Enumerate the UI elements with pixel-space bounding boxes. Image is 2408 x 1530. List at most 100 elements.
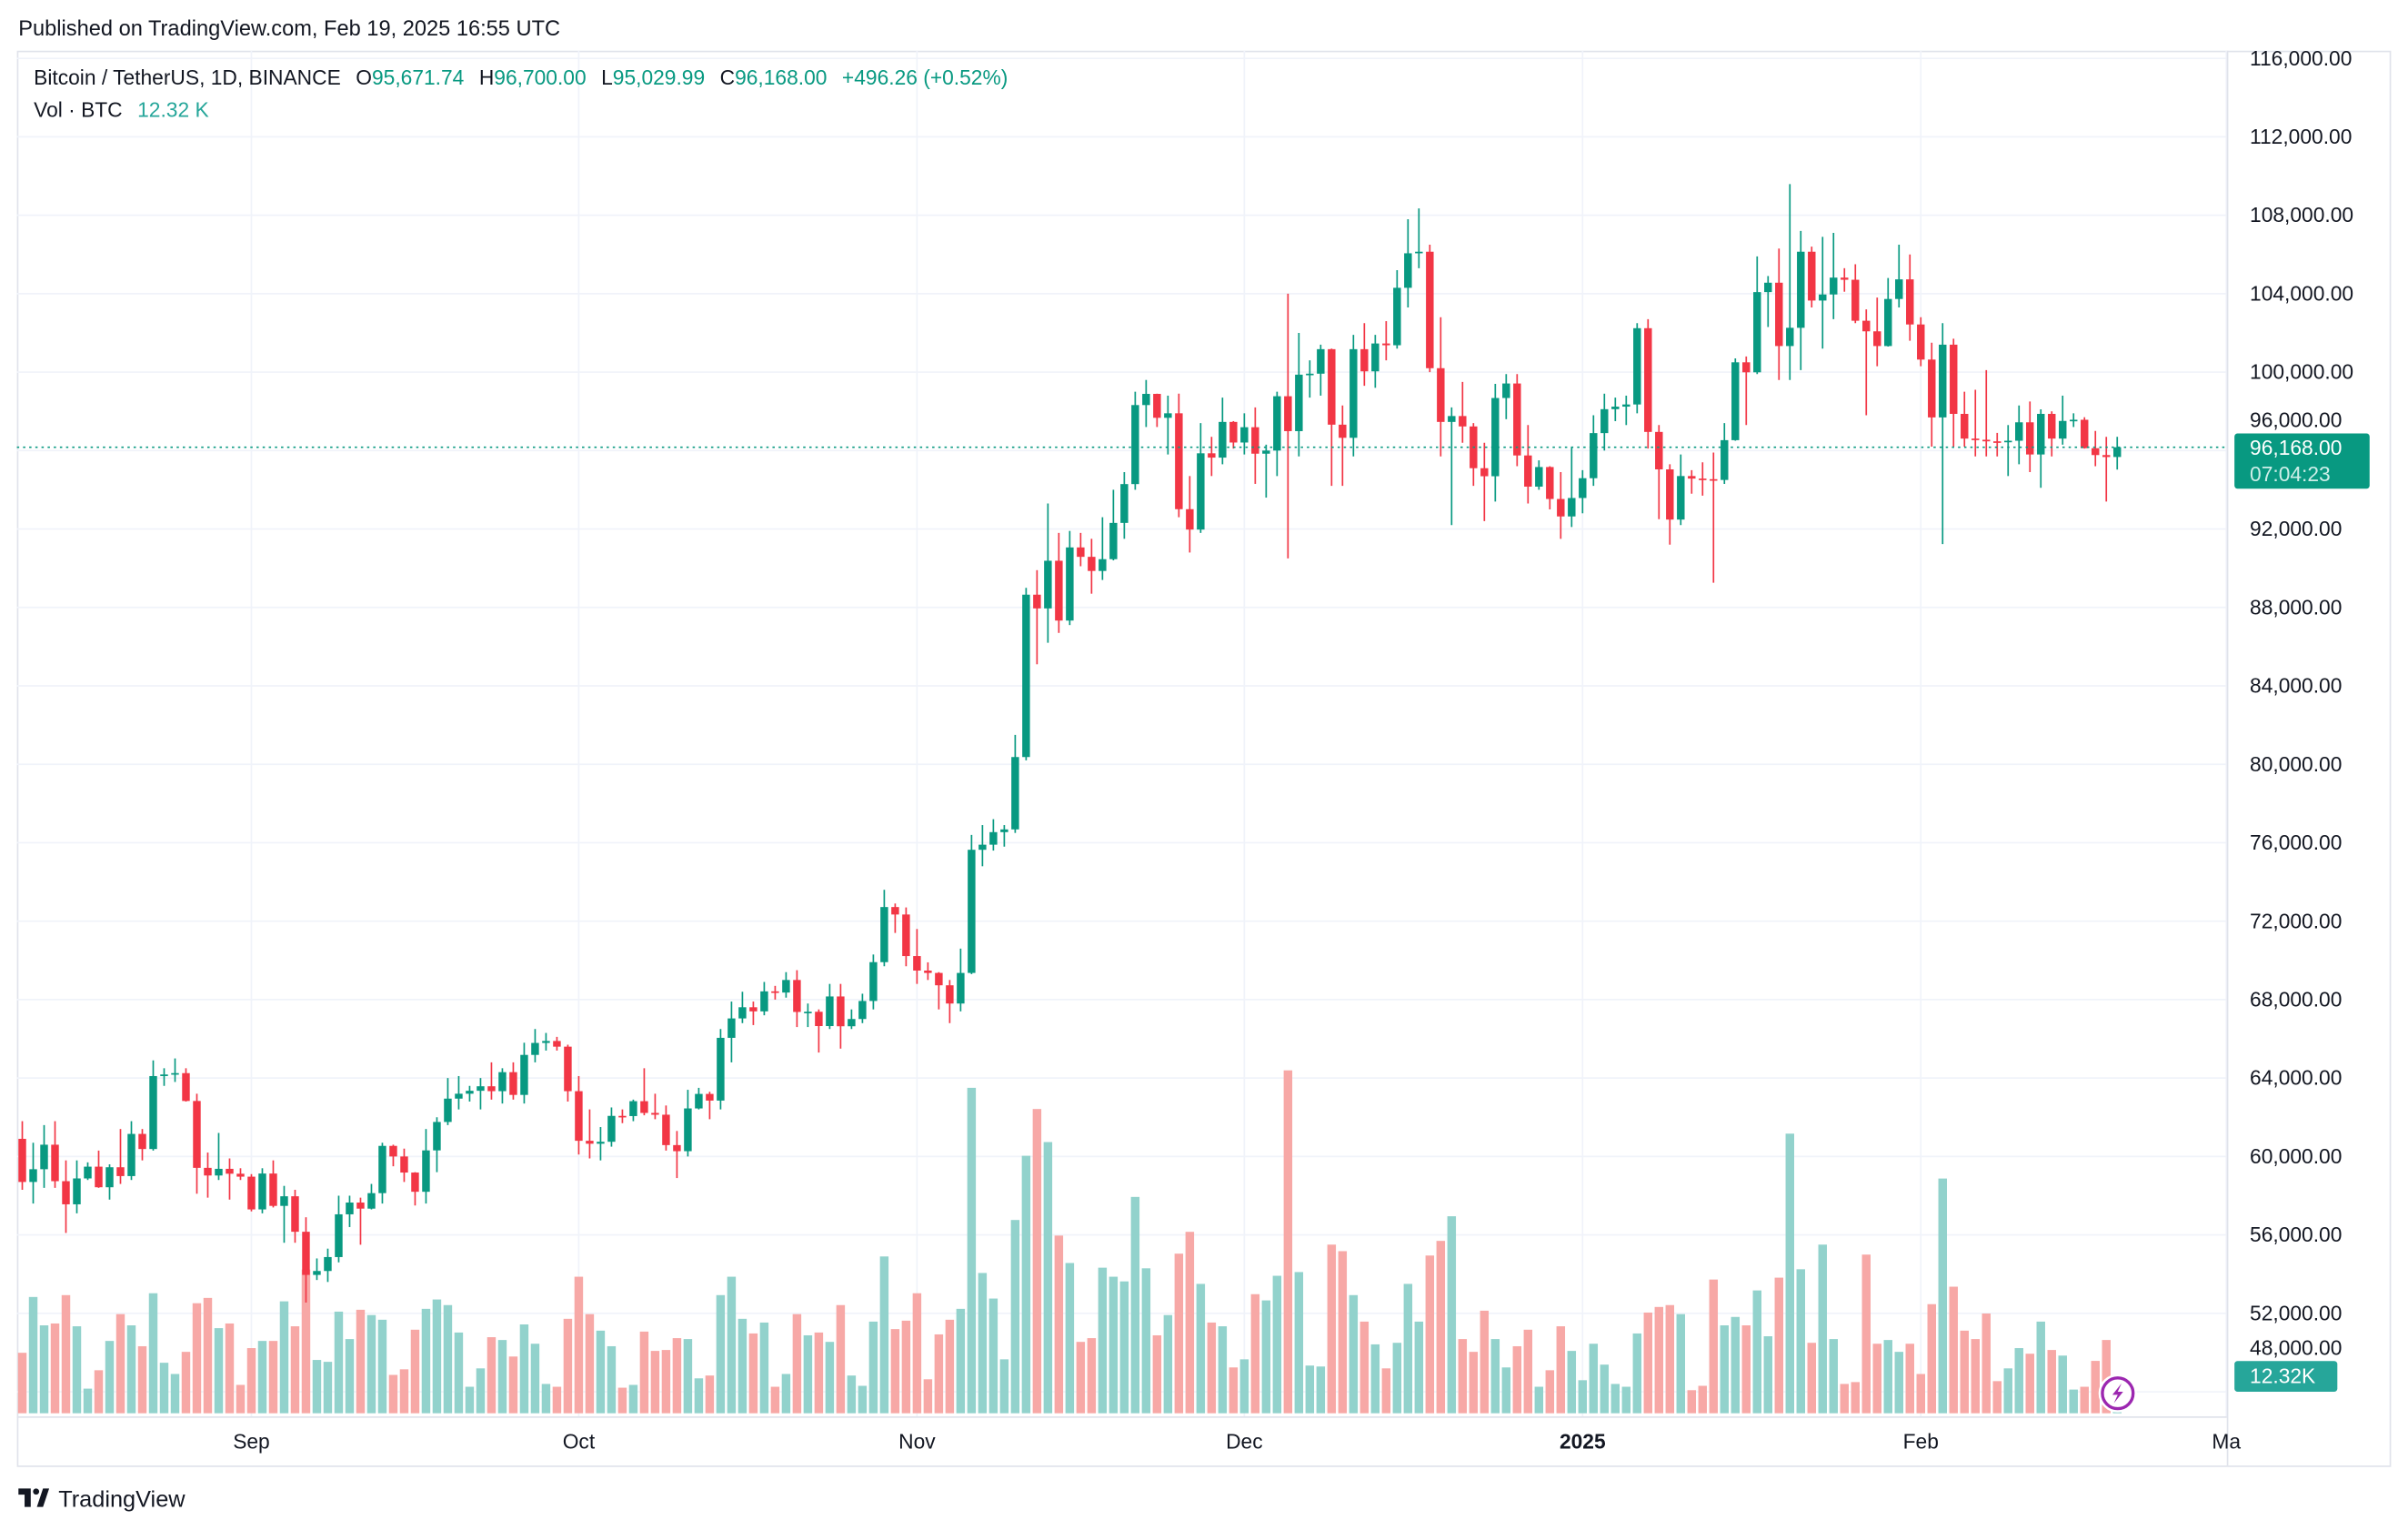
candle[interactable]	[738, 991, 747, 1023]
candle[interactable]	[2113, 437, 2122, 470]
candle[interactable]	[2037, 409, 2045, 488]
candle[interactable]	[1590, 415, 1598, 487]
candle[interactable]	[1862, 309, 1871, 416]
price-axis[interactable]: 116,000.00 112,000.00 108,000.00 104,000.00…	[2250, 46, 2353, 1360]
candle[interactable]	[226, 1158, 234, 1200]
candle[interactable]	[84, 1162, 92, 1181]
candle[interactable]	[1186, 476, 1194, 553]
candle[interactable]	[193, 1093, 201, 1194]
candle[interactable]	[1721, 423, 1729, 484]
candle[interactable]	[880, 890, 888, 967]
candle[interactable]	[1655, 425, 1663, 519]
candle[interactable]	[1339, 405, 1347, 487]
candle[interactable]	[1459, 381, 1467, 443]
candle[interactable]	[2026, 401, 2034, 473]
candle[interactable]	[1273, 391, 1281, 477]
candle[interactable]	[640, 1068, 648, 1116]
candle[interactable]	[411, 1172, 419, 1206]
candle[interactable]	[1972, 389, 1980, 457]
candle[interactable]	[618, 1109, 627, 1123]
candle[interactable]	[1382, 321, 1390, 361]
candle[interactable]	[1022, 588, 1030, 760]
candle[interactable]	[1317, 344, 1325, 396]
candle[interactable]	[1349, 335, 1358, 457]
candle[interactable]	[1306, 360, 1314, 398]
candle[interactable]	[509, 1062, 517, 1100]
candle[interactable]	[1011, 734, 1019, 833]
candle[interactable]	[1328, 348, 1336, 487]
candle[interactable]	[2081, 417, 2089, 449]
candle[interactable]	[346, 1195, 354, 1227]
candle[interactable]	[1568, 447, 1576, 528]
candle[interactable]	[1731, 357, 1740, 441]
candle[interactable]	[1142, 379, 1150, 428]
candle[interactable]	[236, 1168, 245, 1181]
candle[interactable]	[1753, 256, 1761, 375]
candle[interactable]	[1993, 432, 2002, 457]
candle[interactable]	[1099, 517, 1107, 580]
candle[interactable]	[1961, 391, 1969, 448]
candle[interactable]	[1284, 293, 1292, 559]
candle[interactable]	[1622, 395, 1630, 426]
symbol-title[interactable]: Bitcoin / TetherUS, 1D, BINANCE	[34, 65, 341, 89]
candle[interactable]	[1415, 208, 1423, 268]
candle[interactable]	[542, 1032, 550, 1051]
candle[interactable]	[2092, 430, 2100, 467]
candle[interactable]	[1437, 317, 1445, 457]
candle[interactable]	[1939, 323, 1947, 545]
candle[interactable]	[1404, 218, 1412, 307]
candle[interactable]	[138, 1129, 146, 1161]
candle[interactable]	[1175, 393, 1183, 518]
candle[interactable]	[182, 1068, 190, 1102]
candle[interactable]	[444, 1078, 452, 1125]
candle[interactable]	[367, 1183, 376, 1210]
candle-series[interactable]	[18, 184, 2122, 1303]
candle[interactable]	[1819, 237, 1827, 349]
candle[interactable]	[1579, 469, 1587, 514]
candle[interactable]	[18, 1121, 26, 1191]
candle[interactable]	[258, 1168, 266, 1213]
candle[interactable]	[1164, 395, 1172, 455]
candle[interactable]	[378, 1142, 386, 1204]
candle[interactable]	[869, 954, 878, 1010]
candle[interactable]	[1088, 539, 1096, 594]
candle[interactable]	[1841, 267, 1849, 292]
candle[interactable]	[422, 1129, 430, 1204]
candle[interactable]	[73, 1160, 81, 1213]
candle[interactable]	[105, 1163, 114, 1200]
candle[interactable]	[553, 1036, 561, 1051]
candle[interactable]	[1502, 374, 1510, 419]
candle[interactable]	[1982, 369, 1991, 457]
candle[interactable]	[149, 1060, 157, 1151]
candle[interactable]	[858, 993, 867, 1023]
candle[interactable]	[695, 1087, 703, 1110]
candle[interactable]	[1677, 454, 1685, 526]
candle[interactable]	[1950, 338, 1958, 448]
candle[interactable]	[1262, 444, 1270, 498]
candle[interactable]	[1208, 437, 1216, 477]
candle[interactable]	[1644, 318, 1652, 449]
candle[interactable]	[1786, 184, 1794, 380]
candle[interactable]	[400, 1148, 408, 1183]
tradingview-logo[interactable]: TradingView	[18, 1487, 186, 1513]
candle[interactable]	[160, 1068, 168, 1086]
candle[interactable]	[717, 1029, 725, 1110]
candle[interactable]	[957, 948, 965, 1012]
candle[interactable]	[662, 1105, 670, 1151]
candle[interactable]	[1688, 469, 1696, 494]
candle[interactable]	[433, 1117, 441, 1173]
candle[interactable]	[1033, 569, 1041, 665]
candle[interactable]	[1131, 391, 1139, 490]
candle[interactable]	[968, 834, 976, 974]
candle[interactable]	[335, 1195, 343, 1263]
candle[interactable]	[1219, 398, 1227, 465]
candle[interactable]	[1666, 464, 1674, 545]
candle[interactable]	[586, 1109, 594, 1159]
candle[interactable]	[1797, 230, 1805, 370]
candle[interactable]	[1448, 407, 1456, 526]
candle[interactable]	[356, 1197, 365, 1245]
candle[interactable]	[247, 1173, 256, 1212]
candle[interactable]	[1742, 356, 1751, 426]
candle[interactable]	[1295, 332, 1303, 457]
candle[interactable]	[171, 1058, 179, 1082]
